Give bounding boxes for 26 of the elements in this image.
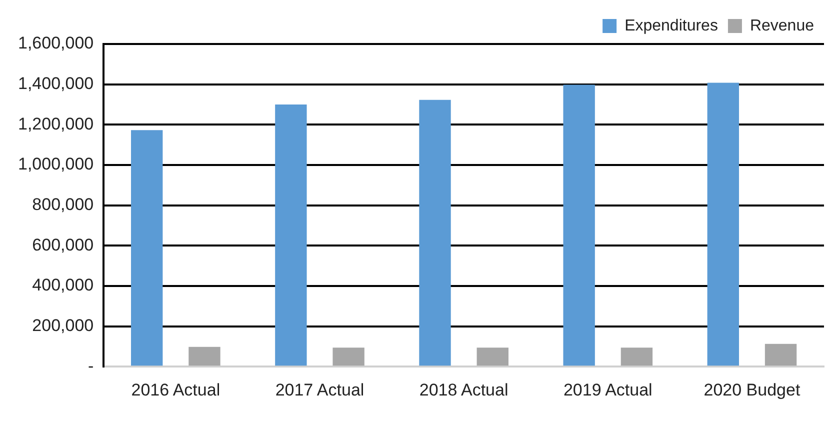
y-tick-label: 200,000 [32, 316, 94, 335]
bar [332, 348, 364, 366]
bar [764, 344, 797, 366]
bar [707, 82, 739, 366]
x-tick-label: 2017 Actual [275, 380, 364, 400]
x-tick-label: 2020 Budget [704, 380, 800, 400]
bar [131, 130, 163, 366]
bar [275, 104, 307, 366]
y-tick-label: 1,200,000 [18, 114, 94, 134]
bar [188, 346, 220, 366]
y-tick-label: 400,000 [32, 276, 94, 295]
y-tick-label: 1,000,000 [18, 154, 94, 174]
x-tick-label: 2018 Actual [419, 380, 508, 400]
y-tick-label: 600,000 [32, 235, 94, 254]
x-tick-label: 2016 Actual [131, 380, 220, 400]
bar [419, 100, 451, 366]
x-tick-label: 2019 Actual [563, 380, 652, 400]
bar [563, 84, 595, 366]
legend-label: Revenue [750, 17, 814, 34]
bar [476, 348, 508, 366]
y-tick-label: 1,400,000 [18, 74, 94, 94]
y-tick-label: - [88, 356, 94, 376]
y-tick-label: 800,000 [32, 194, 94, 214]
bar [620, 348, 653, 366]
legend-label: Expenditures [624, 17, 718, 34]
y-tick-label: 1,600,000 [18, 34, 94, 53]
